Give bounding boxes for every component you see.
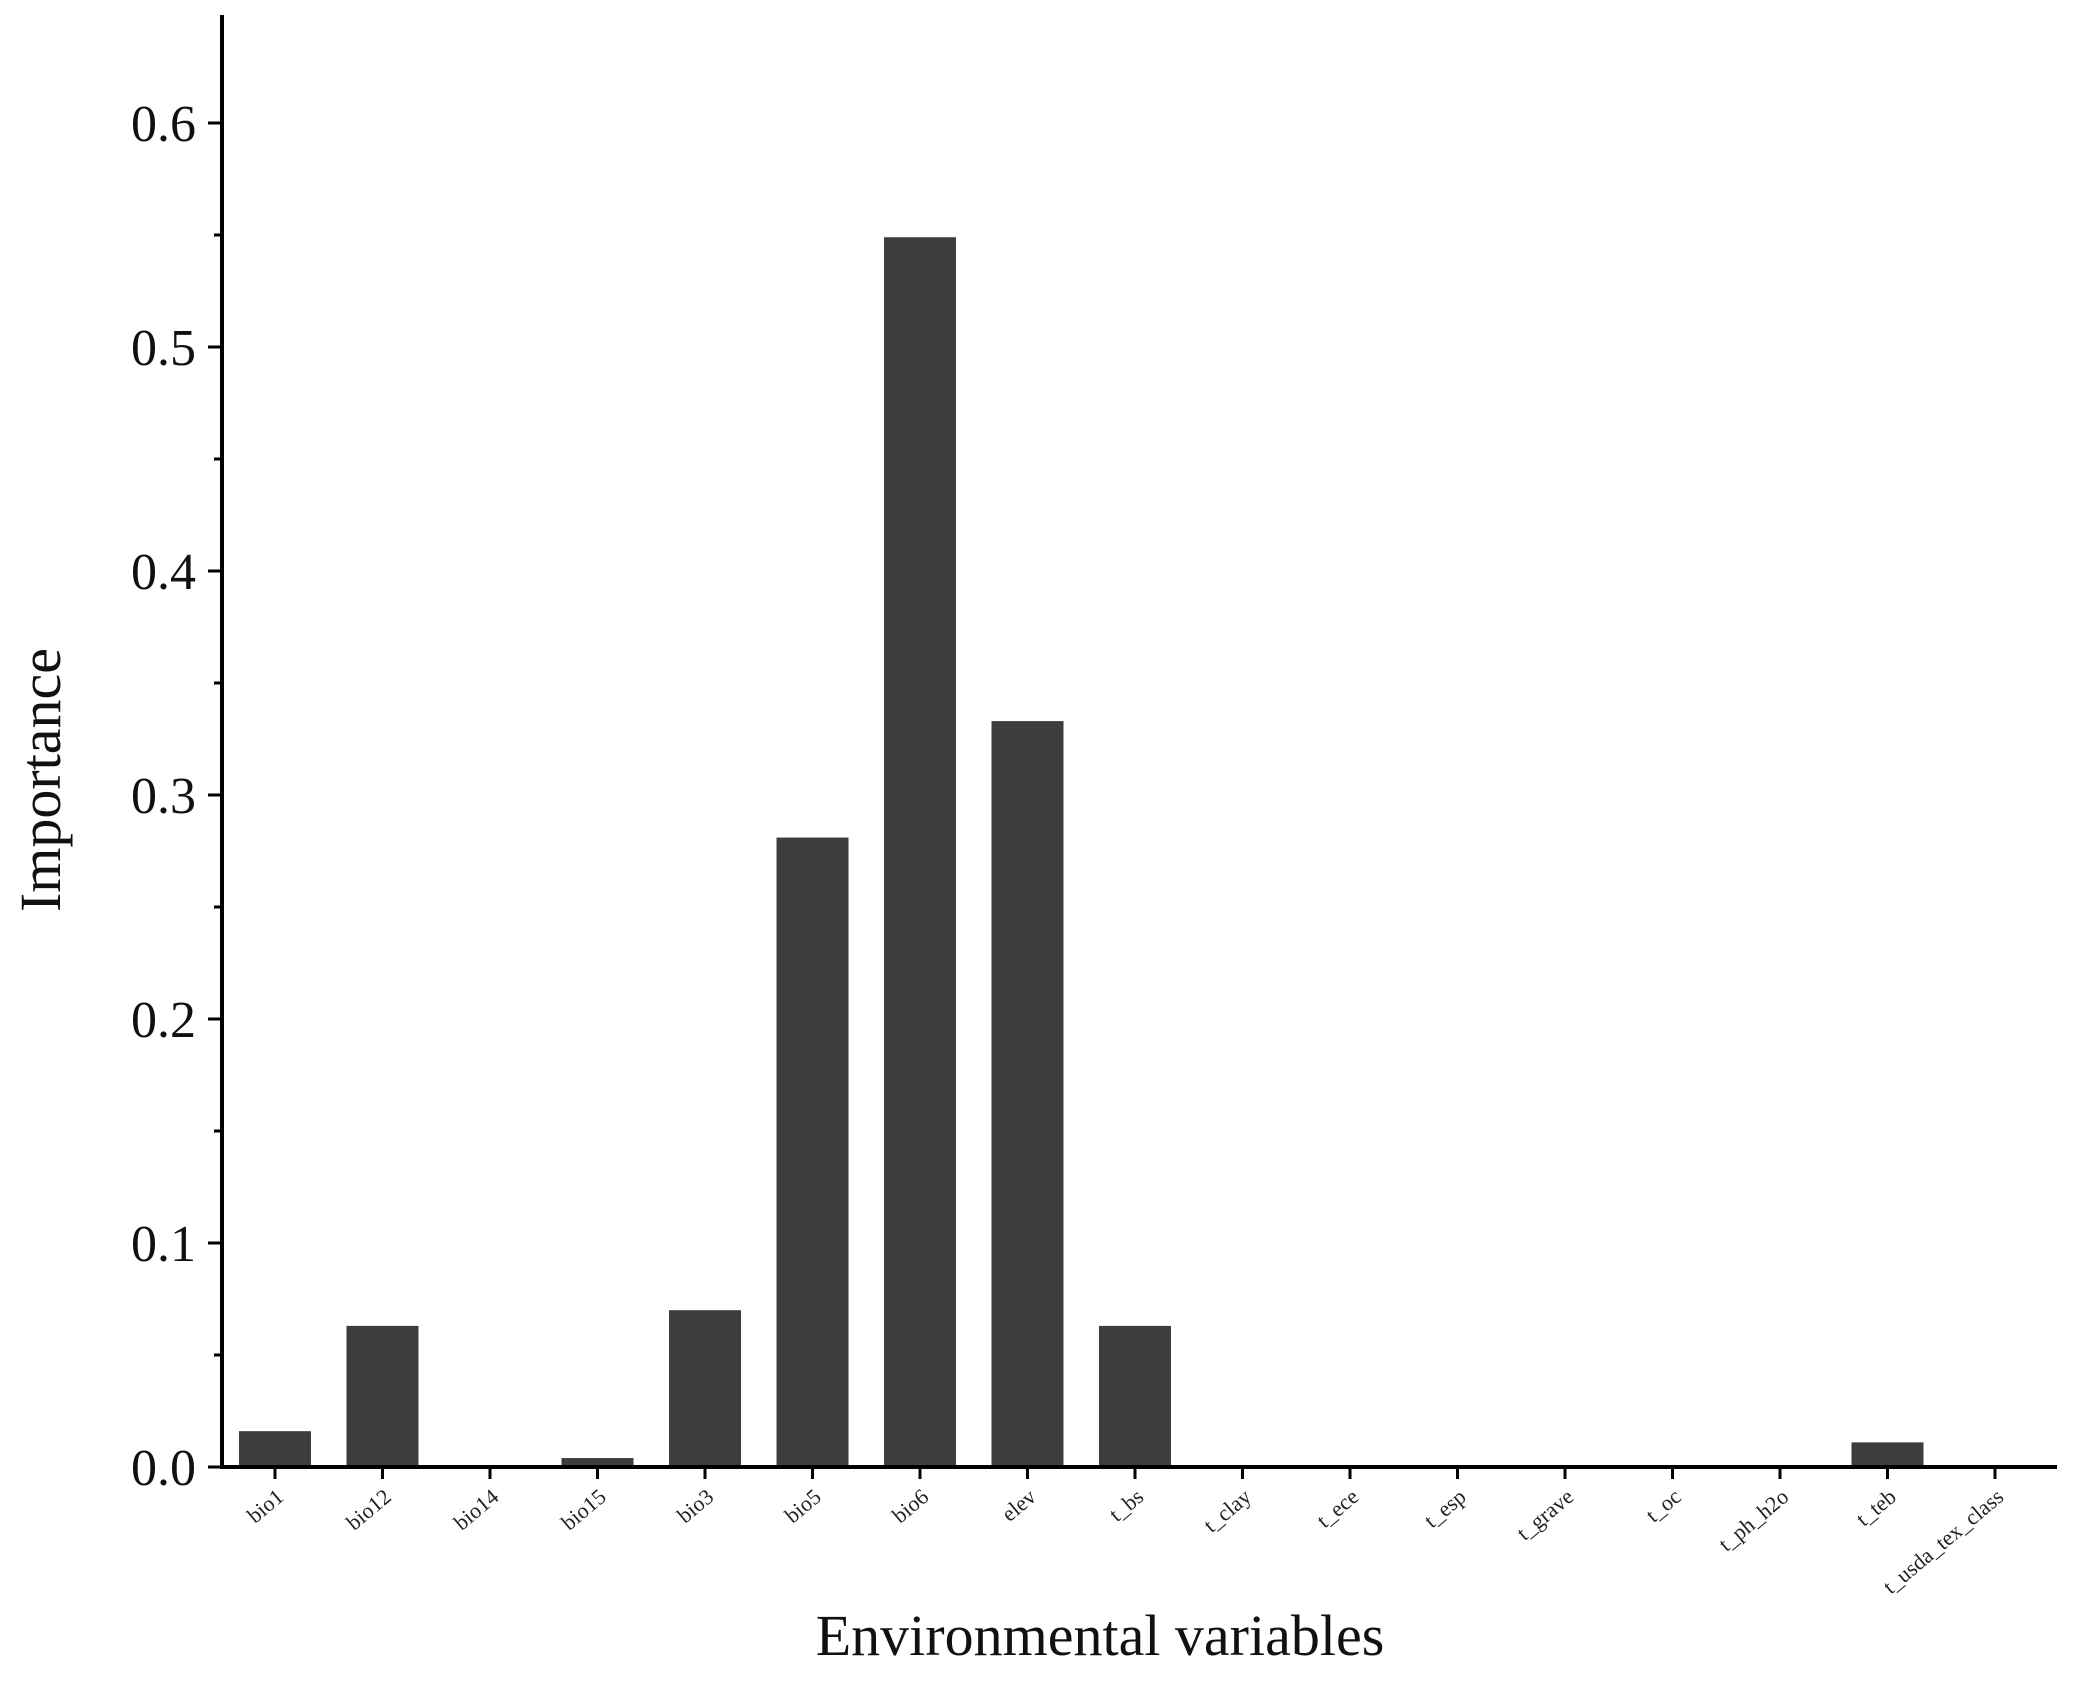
x-tick-label-bio5: bio5 [780,1484,826,1528]
y-tick-label: 0.4 [131,544,196,601]
bar-t_bs [1099,1325,1171,1467]
x-tick-label-t_ece: t_ece [1312,1484,1364,1533]
y-axis-title: Importance [8,648,73,912]
y-tick-label: 0.6 [131,96,196,153]
x-tick-label-bio14: bio14 [449,1484,503,1535]
y-ticks: 0.0 0.1 0.2 0.3 0.4 0.5 0.6 [131,96,222,1497]
bar-bio6 [884,237,956,1468]
x-tick-label-bio1: bio1 [242,1484,288,1528]
x-tick-label-t_bs: t_bs [1104,1484,1148,1527]
y-tick-label: 0.5 [131,320,196,377]
x-tick-label-bio12: bio12 [341,1484,395,1535]
bar-bio15 [561,1458,634,1467]
y-tick-label: 0.0 [131,1440,196,1497]
x-tick-label-bio15: bio15 [556,1484,610,1535]
y-tick-label: 0.2 [131,992,196,1049]
x-tick-label-elev: elev [997,1484,1041,1527]
bar-bio1 [239,1431,311,1467]
x-axis-title: Environmental variables [816,1603,1385,1668]
bar-bio5 [776,837,849,1467]
bar-bio3 [669,1310,741,1467]
x-tick-label-t_grave: t_grave [1512,1484,1579,1546]
bar-elev [991,721,1064,1467]
x-tick-label-t_oc: t_oc [1641,1484,1686,1528]
y-tick-label: 0.3 [131,768,196,825]
axes-layer [220,15,2057,1469]
x-tick-label-t_esp: t_esp [1419,1484,1471,1533]
y-tick-label: 0.1 [131,1216,196,1273]
x-tick-label-t_ph_h2o: t_ph_h2o [1713,1484,1793,1557]
bars-layer [239,237,2031,1468]
x-tick-label-bio3: bio3 [672,1484,718,1528]
x-tick-label-bio6: bio6 [887,1484,933,1528]
x-tick-label-t_teb: t_teb [1851,1484,1901,1531]
x-tick-label-t_clay: t_clay [1198,1484,1255,1538]
bar-t_teb [1851,1442,1924,1467]
x-ticks: bio1 bio12 bio14 bio15 bio3 bio5 bio6 elev t_bs t… [242,1467,2008,1599]
bar-bio12 [346,1325,419,1467]
